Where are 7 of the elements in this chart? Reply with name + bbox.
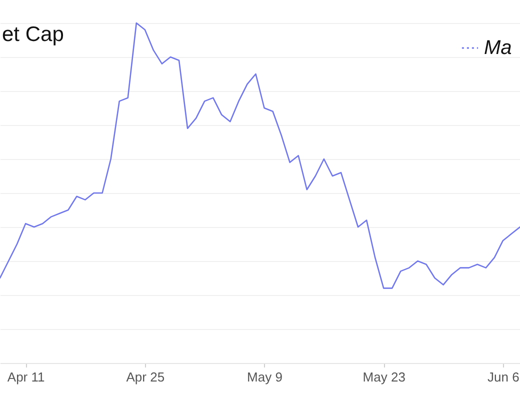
x-tick-label: Jun 6 [488, 370, 520, 384]
chart-title: et Cap [2, 23, 64, 46]
x-tick-label: May 23 [362, 370, 406, 384]
x-tick-label: May 9 [247, 370, 282, 384]
x-tick-label: Apr 11 [7, 370, 45, 384]
x-tick-label: Apr 25 [126, 370, 165, 384]
legend-label: Ma [484, 37, 512, 59]
